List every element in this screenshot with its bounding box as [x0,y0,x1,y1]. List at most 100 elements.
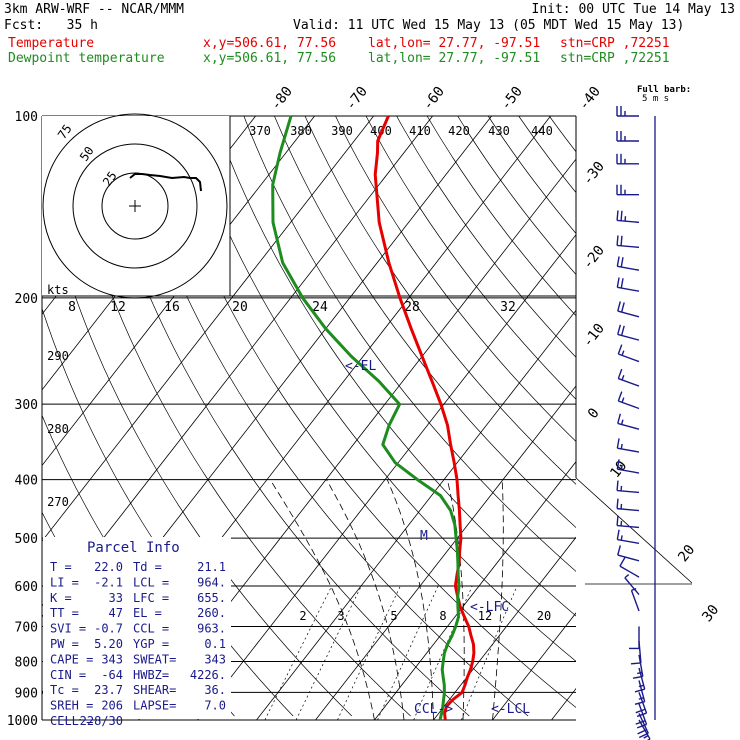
parcel-field-value: 33 [109,591,123,605]
temperature-profile [373,115,476,721]
wind-barb-flag [616,210,619,221]
wind-barb-flag [617,324,622,335]
temperature-latlon: lat,lon= 27.77, -97.51 [368,36,541,51]
dry-adiabat [549,116,576,153]
wind-barb-flag [616,529,620,540]
dry-adiabat [487,116,576,234]
theta-side-label: 290 [47,349,69,363]
parcel-field-label: SHEAR= [133,683,176,697]
mixing-ratio-label: 3 [337,609,344,623]
model-title: 3km ARW-WRF -- NCAR/MMM [4,2,185,17]
theta-label: 420 [448,124,470,138]
mixing-ratio-line [264,585,333,720]
wind-barb-shaft [630,590,640,612]
wind-barb-half-flag [643,734,649,739]
isotherm-30-outer [575,477,693,584]
wind-barb [616,480,640,494]
dry-adiabat [243,116,576,572]
parcel-field-label: Td = [133,560,162,574]
wind-barb [617,368,640,387]
wind-barb [617,344,640,363]
mixing-ratio-label: 2 [299,609,306,623]
parcel-field-value: 655. [197,591,226,605]
wind-barb [616,438,640,453]
wind-barb [630,640,642,665]
moist-adiabat [326,479,405,720]
isotherm-line [611,116,740,720]
wind-barb-shaft [617,538,640,545]
wind-barb [616,256,640,271]
parcel-annotation: M [420,529,428,544]
wind-barb-shaft [617,524,640,529]
theta-label: 390 [331,124,353,138]
parcel-annotation: <-LFC [470,600,509,615]
isotherm-label: -40 [576,84,604,114]
parcel-field-value: 7.0 [204,699,226,713]
theta-label: 440 [531,124,553,138]
parcel-field-label: LCL = [133,575,169,589]
wind-barb-half-flag [620,443,623,450]
pressure-label: 800 [15,655,38,670]
parcel-field-label: EL = [133,606,162,620]
isotherm-label: -70 [343,84,371,114]
wind-barb-half-flag [620,464,623,470]
parcel-annotation: <-EL [345,359,376,374]
dewpoint-latlon: lat,lon= 27.77, -97.51 [368,51,541,66]
hodograph-ring [72,143,198,269]
isotherm-label: -50 [498,84,526,114]
isotherm-label: 20 [675,542,698,565]
hodograph-speed-label: 8 [68,300,76,315]
wind-barb-flag [617,344,623,355]
parcel-field-label: SREH = [50,699,93,713]
dry-adiabat [580,116,740,716]
pressure-label: 200 [15,292,38,307]
wind-barb-shaft [638,719,651,740]
isotherm-line [670,116,740,720]
isotherm-line [42,116,433,618]
mixing-ratio-line [413,585,473,720]
wind-barb [616,515,640,529]
isotherm-label: 30 [699,602,722,625]
pressure-label: 1000 [7,714,38,729]
wind-barb-flag [617,391,623,402]
wind-barb-shaft [618,400,640,410]
parcel-field-value: -0.7 [94,622,123,636]
wind-barb-flag [616,277,620,288]
theta-label: 370 [249,124,271,138]
dry-adiabat [365,116,576,400]
parcel-field-label: CELL = [50,714,93,728]
theta-label: 380 [290,124,312,138]
hodograph-speed-label: 24 [312,300,328,315]
pressure-label: 700 [15,620,38,635]
theta-side-label: 270 [47,495,69,509]
mixing-ratio-label: 8 [439,609,446,623]
wind-barb-shaft [624,577,640,596]
wind-barb-half-flag [621,350,625,356]
parcel-field-value: 36. [204,683,226,697]
wind-barb [617,413,640,430]
parcel-field-label: YGP = [133,637,169,651]
parcel-field-value: 5.20 [94,637,123,651]
parcel-field-label: LAPSE= [133,699,176,713]
dewpoint-xy: x,y=506.61, 77.56 [203,51,337,66]
isotherm-label: -80 [268,84,296,114]
parcel-field-label: SVI = [50,622,86,636]
wind-barb-flag [617,545,622,556]
wind-barb [635,692,648,718]
wind-barb-flag [617,413,622,424]
wind-barb [617,301,640,318]
parcel-field-value: 206 [101,699,123,713]
wind-barb-shaft [638,654,644,677]
parcel-field-value: 963. [197,622,226,636]
wind-barb-flag [617,368,623,379]
parcel-field-value: 964. [197,575,226,589]
wind-barb [616,235,640,249]
wind-barb-shaft [618,377,640,387]
pressure-label: 100 [15,110,38,125]
wind-barb-shaft [617,468,640,474]
pressure-label: 900 [15,686,38,701]
isotherm-label: 0 [585,405,603,421]
parcel-field-label: TT = [50,606,79,620]
parcel-field-value: -64 [101,668,123,682]
